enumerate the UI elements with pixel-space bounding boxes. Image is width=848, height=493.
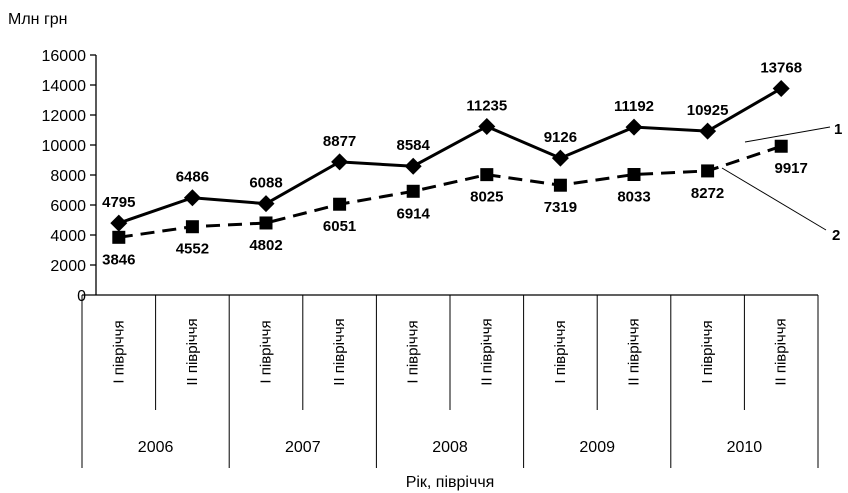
category-label: ІІ півріччя	[331, 318, 348, 385]
y-tick-label: 12000	[42, 108, 87, 125]
series-2-data-label: 6051	[323, 218, 356, 235]
x-axis-title: Рік, півріччя	[406, 474, 495, 491]
series-2-point	[553, 178, 567, 192]
y-tick-label: 6000	[50, 198, 86, 215]
series-1-point	[257, 195, 275, 213]
category-label: ІІ півріччя	[184, 318, 201, 385]
category-label: ІІ півріччя	[773, 318, 790, 385]
series-2-point	[480, 168, 494, 182]
year-label: 2008	[432, 439, 468, 456]
category-label: ІІ півріччя	[626, 318, 643, 385]
y-tick-label: 4000	[50, 228, 86, 245]
series-2-data-label: 8025	[470, 189, 503, 206]
series-1-data-label: 6486	[176, 169, 209, 186]
series-1-point	[699, 122, 717, 140]
y-tick-label: 2000	[50, 258, 86, 275]
series-1-point	[404, 157, 422, 175]
y-axis-title: Млн грн	[8, 11, 68, 28]
series-2-data-label: 8033	[617, 189, 650, 206]
series-2-data-label: 7319	[544, 199, 577, 216]
category-label: І півріччя	[258, 320, 275, 383]
series-2-point	[185, 220, 199, 234]
series-2-point	[112, 230, 126, 244]
series-1-data-label: 8584	[397, 137, 431, 154]
series-2-data-label: 6914	[397, 205, 431, 222]
series-1-data-label: 10925	[687, 102, 729, 119]
series-1-point	[331, 153, 349, 171]
series-2-data-label: 9917	[775, 160, 808, 177]
series-1-point	[625, 118, 643, 136]
series-2-point	[259, 216, 273, 230]
category-label: І півріччя	[110, 320, 127, 383]
series-2-point	[774, 139, 788, 153]
series-1-point	[478, 117, 496, 135]
series-2-data-label: 4552	[176, 241, 209, 258]
series-1-data-label: 11192	[614, 98, 654, 115]
series-1-point	[183, 189, 201, 207]
series-1-point	[551, 149, 569, 167]
series-2-point	[406, 184, 420, 198]
series-1-data-label: 13768	[760, 59, 802, 76]
series-2-leader-line	[721, 167, 827, 231]
series-2-point	[701, 164, 715, 178]
series-1-data-label: 8877	[323, 133, 356, 150]
series-1-leader-line	[744, 126, 831, 143]
year-label: 2009	[579, 439, 615, 456]
category-label: І півріччя	[552, 320, 569, 383]
year-label: 2007	[285, 439, 321, 456]
series-2-data-label: 3846	[102, 251, 135, 268]
series-2-name: 2	[832, 227, 840, 244]
y-tick-label: 16000	[42, 48, 87, 65]
category-label: І півріччя	[699, 320, 716, 383]
series-1-data-label: 9126	[544, 129, 577, 146]
category-label: ІІ півріччя	[478, 318, 495, 385]
year-label: 2010	[727, 439, 763, 456]
y-tick-label: 10000	[42, 138, 87, 155]
year-label: 2006	[138, 439, 174, 456]
category-label: І півріччя	[405, 320, 422, 383]
y-tick-label: 14000	[42, 78, 87, 95]
series-2-point	[627, 168, 641, 182]
series-1-data-label: 6088	[249, 175, 282, 192]
series-2-line	[118, 144, 782, 239]
series-2-data-label: 4802	[249, 237, 282, 254]
series-1-data-label: 4795	[102, 194, 135, 211]
series-1-data-label: 11235	[466, 97, 507, 114]
series-1-line	[118, 87, 782, 225]
y-tick-label: 8000	[50, 168, 86, 185]
series-1-point	[110, 214, 128, 232]
series-2-data-label: 8272	[691, 185, 724, 202]
series-1-name: 1	[834, 121, 842, 138]
series-1-point	[772, 79, 790, 97]
series-2-point	[333, 197, 347, 211]
